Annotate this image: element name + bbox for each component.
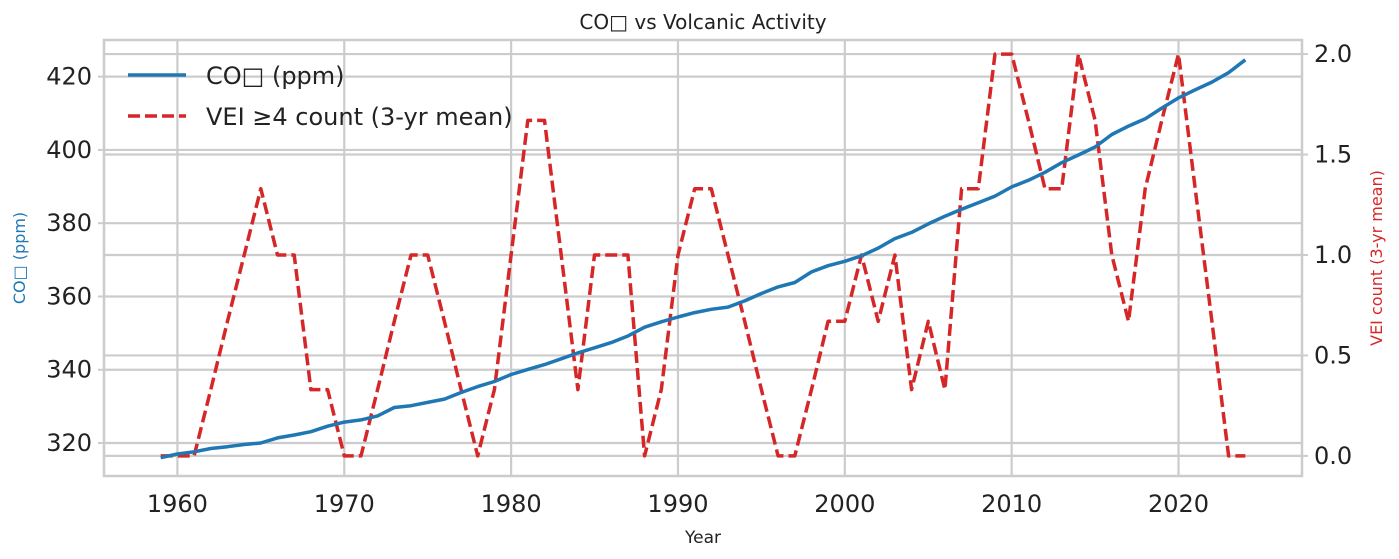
y-right-axis-label: VEI count (3-yr mean) — [1367, 170, 1386, 346]
grid — [104, 40, 1302, 476]
x-tick-label: 2010 — [981, 490, 1042, 518]
x-tick-label: 1990 — [647, 490, 708, 518]
y-right-tick-label: 1.5 — [1314, 141, 1352, 169]
x-tick-label: 1960 — [147, 490, 208, 518]
y-right-tick-label: 0.0 — [1314, 442, 1352, 470]
y-right-tick-label: 0.5 — [1314, 341, 1352, 369]
plot-series — [160, 52, 1247, 460]
legend-label-co2: CO□ (ppm) — [206, 62, 345, 90]
x-tick-label: 2020 — [1148, 490, 1209, 518]
y-right-tick-label: 2.0 — [1314, 40, 1352, 68]
vei-series-line — [160, 52, 1246, 458]
x-tick-label: 2000 — [814, 490, 875, 518]
y-left-axis-ticks: 320 340 360 380 400 420 — [46, 63, 104, 457]
y-left-tick-label: 320 — [46, 429, 92, 457]
legend-label-vei: VEI ≥4 count (3-yr mean) — [206, 103, 513, 131]
chart-title: CO□ vs Volcanic Activity — [579, 10, 826, 34]
y-left-tick-label: 420 — [46, 63, 92, 91]
x-axis-label: Year — [684, 528, 721, 548]
plot-frame — [102, 38, 1304, 478]
y-left-tick-label: 340 — [46, 356, 92, 384]
y-left-tick-label: 380 — [46, 209, 92, 237]
legend: CO□ (ppm) VEI ≥4 count (3-yr mean) — [128, 62, 513, 131]
y-left-tick-label: 400 — [46, 136, 92, 164]
y-left-axis-label: CO□ (ppm) — [10, 212, 29, 304]
y-right-tick-label: 1.0 — [1314, 241, 1352, 269]
y-right-axis-ticks: 0.0 0.5 1.0 1.5 2.0 — [1302, 40, 1352, 470]
x-tick-label: 1970 — [314, 490, 375, 518]
y-left-tick-label: 360 — [46, 282, 92, 310]
co2-series-line — [160, 58, 1247, 460]
x-tick-label: 1980 — [481, 490, 542, 518]
x-axis-ticks: 1960 1970 1980 1990 2000 2010 2020 — [147, 490, 1209, 518]
